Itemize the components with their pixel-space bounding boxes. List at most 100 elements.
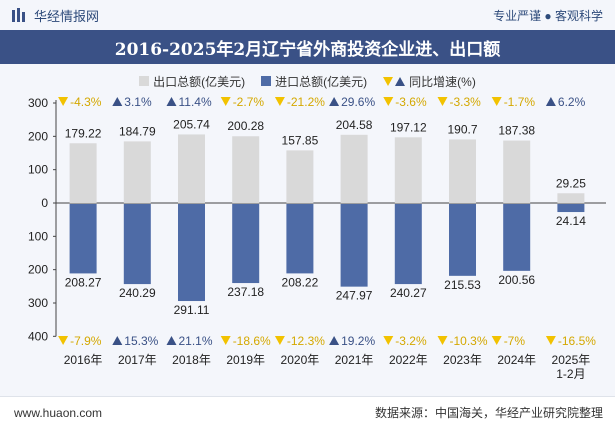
export-bar xyxy=(232,136,260,203)
import-growth-up-icon xyxy=(112,336,123,345)
footer-website: www.huaon.com xyxy=(14,405,103,420)
slogan: 专业严谨 ● 客观科学 xyxy=(493,8,603,23)
import-growth-down-icon xyxy=(58,336,69,345)
import-value-label: 240.27 xyxy=(390,286,427,300)
export-bar xyxy=(340,134,368,203)
legend-swatch-export xyxy=(139,76,150,86)
y-tick-label: 400 xyxy=(28,329,48,343)
import-bar xyxy=(178,204,205,302)
import-growth-label: 19.2% xyxy=(341,334,375,348)
export-growth-up-icon xyxy=(329,97,340,106)
export-value-label: 29.25 xyxy=(556,176,586,190)
export-value-label: 200.28 xyxy=(227,119,264,133)
import-bar xyxy=(232,204,260,284)
export-growth-down-icon xyxy=(274,97,285,106)
import-bar xyxy=(449,204,476,276)
export-growth-down-icon xyxy=(491,97,502,106)
export-value-label: 205.74 xyxy=(173,117,210,131)
export-growth-down-icon xyxy=(437,97,448,106)
import-growth-down-icon xyxy=(437,336,448,345)
export-bar xyxy=(503,140,531,203)
import-growth-down-icon xyxy=(220,336,231,345)
brand-name: 华经情报网 xyxy=(34,8,100,24)
export-growth-label: -1.7% xyxy=(504,95,536,109)
export-bar xyxy=(449,139,476,203)
import-growth-label: -7.9% xyxy=(70,334,102,348)
legend-triangle-down-icon xyxy=(383,76,394,86)
import-growth-label: -10.3% xyxy=(450,334,488,348)
export-growth-label: -4.3% xyxy=(70,95,102,109)
x-category-label: 2021年 xyxy=(335,353,374,367)
import-bar xyxy=(340,204,368,287)
import-bar xyxy=(69,204,97,274)
export-growth-down-icon xyxy=(220,97,231,106)
export-bar xyxy=(123,141,151,203)
export-value-label: 179.22 xyxy=(65,126,102,140)
y-tick-label: 100 xyxy=(28,229,48,243)
import-growth-down-icon xyxy=(491,336,502,345)
legend-triangle-up-icon xyxy=(395,76,406,86)
y-tick-label: 100 xyxy=(28,163,48,177)
export-growth-down-icon xyxy=(58,97,69,106)
import-growth-label: 15.3% xyxy=(124,334,158,348)
import-bar xyxy=(503,204,531,271)
import-bar xyxy=(286,204,314,274)
legend-item-export: 出口总额(亿美元) xyxy=(139,73,245,90)
export-value-label: 187.38 xyxy=(498,124,535,138)
import-growth-label: -3.2% xyxy=(395,334,427,348)
brand-logo-icon xyxy=(12,8,25,22)
export-value-label: 197.12 xyxy=(390,120,427,134)
legend-item-growth: 同比增速(%) xyxy=(383,73,476,90)
export-growth-label: 3.1% xyxy=(124,95,152,109)
y-tick-label: 0 xyxy=(41,196,48,210)
export-growth-up-icon xyxy=(545,97,556,106)
export-growth-label: 29.6% xyxy=(341,95,375,109)
export-value-label: 190.7 xyxy=(447,122,477,136)
import-value-label: 208.27 xyxy=(65,275,102,289)
import-growth-up-icon xyxy=(166,336,177,345)
import-growth-down-icon xyxy=(545,336,556,345)
chart-title: 2016-2025年2月辽宁省外商投资企业进、出口额 xyxy=(0,30,615,64)
import-value-label: 215.53 xyxy=(444,278,481,292)
import-growth-label: 21.1% xyxy=(179,334,213,348)
import-growth-label: -16.5% xyxy=(558,334,596,348)
export-bar xyxy=(286,150,314,203)
import-growth-label: -18.6% xyxy=(233,334,271,348)
export-growth-label: -21.2% xyxy=(287,95,325,109)
import-value-label: 240.29 xyxy=(119,286,156,300)
x-category-label: 2023年 xyxy=(443,353,482,367)
export-value-label: 184.79 xyxy=(119,124,156,138)
import-value-label: 24.14 xyxy=(556,214,586,228)
export-growth-label: 11.4% xyxy=(179,95,212,109)
import-value-label: 237.18 xyxy=(227,285,264,299)
import-value-label: 208.22 xyxy=(282,275,319,289)
footer: www.huaon.com 数据来源：中国海关，华经产业研究院整理 xyxy=(0,396,615,428)
x-category-label: 2022年 xyxy=(389,353,428,367)
legend-item-import: 进口总额(亿美元) xyxy=(261,73,367,90)
import-bar xyxy=(123,204,151,285)
legend-label-growth: 同比增速(%) xyxy=(409,74,476,89)
export-growth-label: 6.2% xyxy=(558,95,586,109)
brand: 华经情报网 xyxy=(12,6,99,25)
x-category-label: 2020年 xyxy=(281,353,320,367)
y-tick-label: 300 xyxy=(28,296,48,310)
footer-source: 数据来源：中国海关，华经产业研究院整理 xyxy=(374,406,603,420)
import-bar xyxy=(557,204,585,213)
y-tick-label: 300 xyxy=(28,96,48,110)
import-growth-up-icon xyxy=(329,336,340,345)
import-growth-label: -12.3% xyxy=(287,334,325,348)
x-category-label: 1-2月 xyxy=(556,367,585,381)
x-category-label: 2018年 xyxy=(172,353,211,367)
import-growth-label: -7% xyxy=(504,334,526,348)
legend-swatch-import xyxy=(261,76,272,86)
x-category-label: 2016年 xyxy=(64,353,103,367)
export-growth-up-icon xyxy=(166,97,177,106)
export-bar xyxy=(557,193,585,203)
export-value-label: 157.85 xyxy=(282,133,319,147)
legend-label-export: 出口总额(亿美元) xyxy=(153,74,246,89)
import-growth-down-icon xyxy=(274,336,285,345)
y-tick-label: 200 xyxy=(28,129,48,143)
x-category-label: 2025年 xyxy=(552,353,591,367)
import-value-label: 200.56 xyxy=(498,273,535,287)
